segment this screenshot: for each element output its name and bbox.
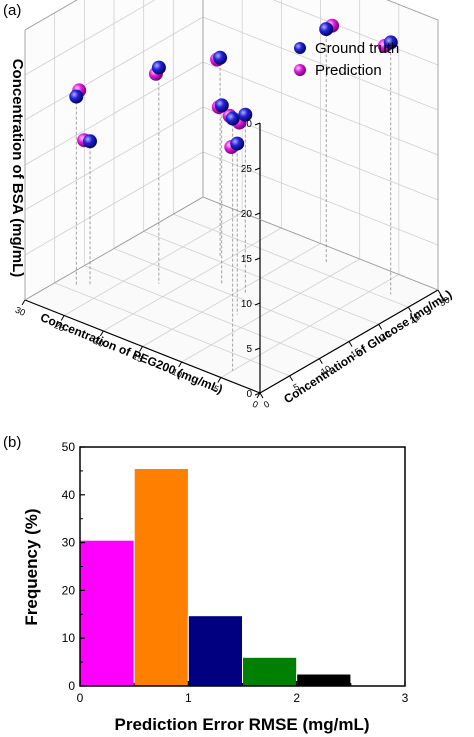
z-tick-label: 15 [241,254,253,265]
y-tick-label: 20 [378,329,392,343]
ground-truth-point [213,50,228,65]
y-tick [259,392,264,399]
z-axis-title: Concentration of BSA (mg/mL) [9,59,26,278]
x-tick [217,377,222,383]
x-tick-label: 10 [170,367,183,380]
y-tick-label: 5 [292,382,301,393]
z-tick-label: 5 [246,344,252,355]
y-tick-label: 30 [438,295,452,309]
y-tick [437,289,442,296]
y-tick [318,358,323,364]
z-tick-label: 30 [241,119,253,130]
x-tick-label: 20 [92,336,105,349]
ground-truth-point [319,22,334,37]
legend-marker-ground-truth [294,42,306,54]
panel-a-label: (a) [3,2,21,19]
y-tick-label: 10 [62,631,76,645]
histogram-bar [187,615,244,687]
z-tick [254,212,261,216]
histogram-bar [242,656,298,687]
x-tick-label: 0 [77,691,84,705]
grid-line [24,0,156,76]
box-edge [202,196,439,291]
z-tick-label: 25 [241,164,253,175]
box-edge [24,0,78,31]
box-edge [24,196,204,301]
z-tick [254,122,261,126]
x-tick [60,315,65,321]
x-tick [21,299,26,306]
scatter3d-points [69,18,398,154]
ground-truth-point [238,107,253,122]
y-tick-label: 30 [62,536,76,550]
legend-marker-prediction [294,64,306,76]
y-tick-label: 15 [349,346,363,360]
y-tick-label: 20 [62,583,76,597]
z-tick [254,167,261,171]
x-axis-title: Prediction Error RMSE (mg/mL) [114,715,369,734]
x-tick-label: 5 [212,383,221,394]
histogram-bar [133,468,189,687]
box-edge [386,0,439,21]
ground-truth-point [383,35,398,50]
histogram-bars [79,468,352,687]
x-tick [99,330,104,337]
y-tick [407,306,412,313]
scatter3d-droplines [75,29,392,371]
x-tick-label: 15 [131,351,144,364]
legend: Ground truth Prediction [294,40,399,79]
x-tick-label: 3 [402,691,409,705]
panel-b-histogram: (b) 0 10 20 30 40 50 0 1 2 3 Frequency (%) Predic… [3,434,409,734]
y-tick-label: 10 [319,363,333,377]
x-tick-label: 2 [293,691,300,705]
scatter3d-ticks: 0 5 10 15 20 25 30 0 5 10 15 20 25 30 0 5 10 15 20 25 30 [14,119,452,410]
panel-b-label: (b) [3,434,21,451]
y-tick-label: 50 [62,440,76,454]
z-tick [254,257,261,261]
y-axis-title: Frequency (%) [22,508,41,625]
y-tick-label: 25 [408,312,422,326]
y-tick-label: 40 [62,488,76,502]
panel-a-scatter3d: (a) 0 5 10 15 20 25 30 0 5 10 15 20 25 30 0 5 10 15 20 25 30… [3,0,454,410]
y-tick [289,375,294,382]
x-tick [256,392,261,399]
ground-truth-point [230,136,245,151]
y-tick [348,341,353,347]
z-tick [254,302,261,306]
legend-label-ground-truth: Ground truth [315,40,399,57]
y-tick [378,324,383,330]
x-tick-label: 0 [251,399,260,410]
grid-line [173,213,409,308]
x-tick [178,361,183,368]
grid-line [272,0,439,66]
ground-truth-point [83,134,97,149]
histogram-bar [79,539,135,687]
z-tick [254,347,261,351]
histogram-ticks: 0 10 20 30 40 50 0 1 2 3 [62,440,409,705]
ground-truth-point [214,98,229,113]
histogram-bar [296,673,352,687]
x-tick-label: 25 [53,320,66,333]
ground-truth-point [225,111,240,126]
x-tick-label: 30 [14,305,27,318]
x-tick-label: 1 [185,691,192,705]
y-tick-label: 0 [262,399,271,410]
y-tick-label: 0 [68,679,75,693]
z-tick-label: 10 [241,299,253,310]
ground-truth-point [151,60,166,75]
x-tick [139,346,143,352]
z-tick [254,392,261,396]
legend-label-prediction: Prediction [315,62,382,79]
ground-truth-point [69,89,84,104]
z-tick-label: 0 [246,389,252,400]
z-tick-label: 20 [241,209,253,220]
